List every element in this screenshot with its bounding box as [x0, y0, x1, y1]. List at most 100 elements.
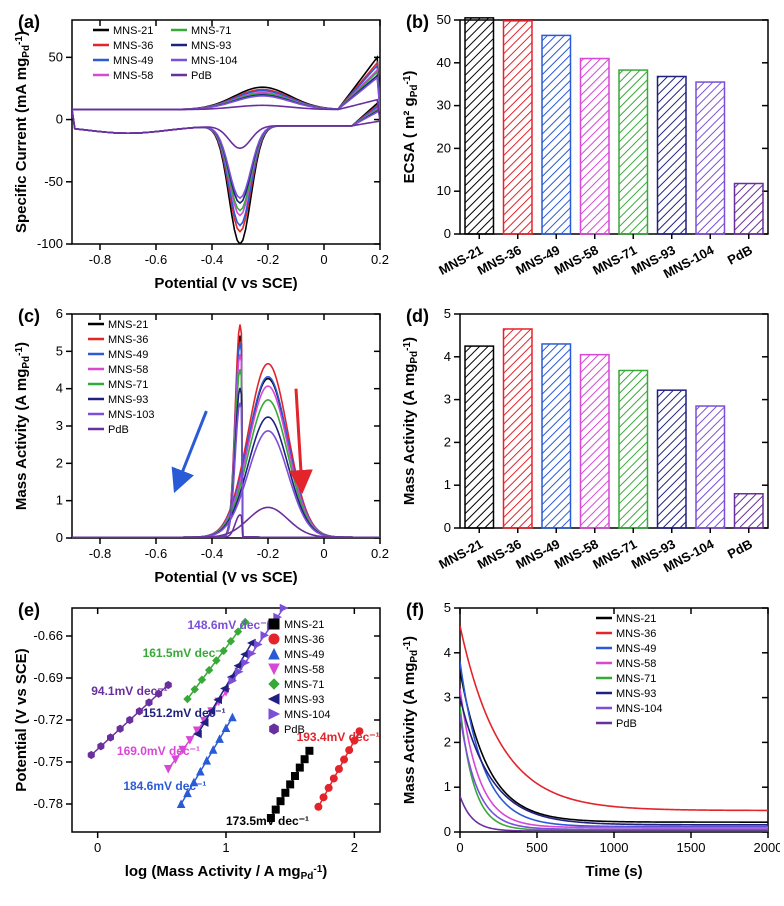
panel-c-label: (c): [18, 306, 40, 327]
svg-text:0: 0: [444, 824, 451, 839]
panel-a-svg: -0.8-0.6-0.4-0.200.2-100-50050Potential …: [8, 8, 392, 298]
svg-text:184.6mV dec⁻¹: 184.6mV dec⁻¹: [123, 779, 206, 793]
panel-c-svg: -0.8-0.6-0.4-0.200.20123456Potential (V …: [8, 302, 392, 592]
svg-text:0.2: 0.2: [371, 252, 389, 267]
svg-text:MNS-71: MNS-71: [616, 673, 656, 685]
svg-text:0: 0: [94, 840, 101, 855]
svg-text:-0.69: -0.69: [33, 670, 63, 685]
svg-text:MNS-21: MNS-21: [108, 319, 148, 331]
svg-text:-0.2: -0.2: [257, 252, 279, 267]
panel-d-svg: 012345Mass Activity (A mgPd-1)MNS-21MNS-…: [396, 302, 780, 592]
svg-text:-50: -50: [44, 174, 63, 189]
svg-text:-100: -100: [37, 236, 63, 251]
svg-text:1: 1: [222, 840, 229, 855]
svg-text:1: 1: [56, 493, 63, 508]
svg-text:Potential (V vs SCE): Potential (V vs SCE): [13, 648, 30, 791]
svg-text:MNS-58: MNS-58: [113, 70, 153, 82]
svg-text:MNS-71: MNS-71: [191, 25, 231, 37]
panel-d-label: (d): [406, 306, 429, 327]
panel-b-svg: 01020304050ECSA ( m² gPd-1)MNS-21MNS-36M…: [396, 8, 780, 298]
svg-text:5: 5: [444, 600, 451, 615]
svg-text:20: 20: [437, 140, 451, 155]
svg-text:5: 5: [444, 306, 451, 321]
panel-f: (f) 0500100015002000012345Time (s)Mass A…: [396, 596, 780, 886]
svg-text:MNS-93: MNS-93: [108, 394, 148, 406]
panel-a-label: (a): [18, 12, 40, 33]
svg-text:0: 0: [56, 530, 63, 545]
svg-text:MNS-21: MNS-21: [616, 613, 656, 625]
svg-text:MNS-104: MNS-104: [191, 55, 237, 67]
svg-text:0.2: 0.2: [371, 546, 389, 561]
svg-text:0: 0: [320, 546, 327, 561]
panel-e-svg: 012-0.78-0.75-0.72-0.69-0.66log (Mass Ac…: [8, 596, 392, 886]
svg-text:-0.4: -0.4: [201, 252, 223, 267]
svg-text:Mass Activity (A mgPd-1): Mass Activity (A mgPd-1): [401, 337, 420, 505]
svg-text:MNS-71: MNS-71: [284, 679, 324, 691]
svg-text:-0.66: -0.66: [33, 628, 63, 643]
svg-text:PdB: PdB: [284, 724, 305, 736]
svg-text:MNS-36: MNS-36: [113, 40, 153, 52]
svg-text:2: 2: [56, 455, 63, 470]
svg-text:1: 1: [444, 779, 451, 794]
svg-text:-0.75: -0.75: [33, 754, 63, 769]
svg-text:-0.72: -0.72: [33, 712, 63, 727]
svg-text:log (Mass Activity / A mgPd-1): log (Mass Activity / A mgPd-1): [125, 863, 328, 882]
svg-text:0: 0: [444, 520, 451, 535]
svg-text:1000: 1000: [600, 840, 629, 855]
svg-text:MNS-49: MNS-49: [108, 349, 148, 361]
svg-text:4: 4: [444, 349, 451, 364]
svg-text:PdB: PdB: [108, 424, 129, 436]
svg-text:MNS-71: MNS-71: [108, 379, 148, 391]
svg-text:Potential (V vs SCE): Potential (V vs SCE): [154, 569, 297, 586]
svg-text:30: 30: [437, 98, 451, 113]
svg-text:0: 0: [444, 226, 451, 241]
panel-e-label: (e): [18, 600, 40, 621]
svg-text:MNS-36: MNS-36: [616, 628, 656, 640]
svg-text:MNS-49: MNS-49: [616, 643, 656, 655]
svg-text:-0.2: -0.2: [257, 546, 279, 561]
svg-text:MNS-103: MNS-103: [108, 409, 154, 421]
svg-text:50: 50: [49, 49, 63, 64]
svg-text:-0.78: -0.78: [33, 796, 63, 811]
svg-text:-0.8: -0.8: [89, 546, 111, 561]
panel-c: (c) -0.8-0.6-0.4-0.200.20123456Potential…: [8, 302, 392, 592]
svg-text:0: 0: [320, 252, 327, 267]
svg-text:4: 4: [444, 645, 451, 660]
svg-text:2: 2: [444, 434, 451, 449]
svg-text:MNS-58: MNS-58: [108, 364, 148, 376]
svg-text:MNS-104: MNS-104: [616, 703, 662, 715]
svg-text:MNS-49: MNS-49: [284, 649, 324, 661]
svg-text:3: 3: [444, 690, 451, 705]
panel-a: (a) -0.8-0.6-0.4-0.200.2-100-50050Potent…: [8, 8, 392, 298]
panel-e: (e) 012-0.78-0.75-0.72-0.69-0.66log (Mas…: [8, 596, 392, 886]
svg-text:1500: 1500: [677, 840, 706, 855]
svg-text:-0.6: -0.6: [145, 252, 167, 267]
svg-text:ECSA ( m² gPd-1): ECSA ( m² gPd-1): [401, 71, 420, 184]
svg-text:3: 3: [444, 392, 451, 407]
svg-text:MNS-93: MNS-93: [616, 688, 656, 700]
panel-b-label: (b): [406, 12, 429, 33]
svg-text:MNS-21: MNS-21: [284, 619, 324, 631]
svg-text:MNS-58: MNS-58: [616, 658, 656, 670]
svg-text:MNS-93: MNS-93: [191, 40, 231, 52]
svg-text:Mass Activity (A mgPd-1): Mass Activity (A mgPd-1): [13, 342, 32, 510]
svg-text:PdB: PdB: [616, 718, 637, 730]
svg-text:94.1mV dec⁻¹: 94.1mV dec⁻¹: [91, 684, 167, 698]
panel-f-label: (f): [406, 600, 424, 621]
svg-text:161.5mV dec⁻¹: 161.5mV dec⁻¹: [143, 646, 226, 660]
svg-text:Mass Activity (A mgPd-1): Mass Activity (A mgPd-1): [401, 636, 420, 804]
svg-text:PdB: PdB: [725, 536, 755, 561]
svg-text:MNS-21: MNS-21: [113, 25, 153, 37]
svg-text:Specific Current (mA mgPd-1): Specific Current (mA mgPd-1): [13, 31, 32, 233]
svg-text:5: 5: [56, 343, 63, 358]
svg-text:169.0mV dec⁻¹: 169.0mV dec⁻¹: [117, 744, 200, 758]
svg-text:1: 1: [444, 477, 451, 492]
svg-text:50: 50: [437, 12, 451, 27]
svg-text:-0.6: -0.6: [145, 546, 167, 561]
svg-text:MNS-36: MNS-36: [108, 334, 148, 346]
svg-text:MNS-58: MNS-58: [284, 664, 324, 676]
svg-text:4: 4: [56, 381, 63, 396]
svg-text:-0.4: -0.4: [201, 546, 223, 561]
svg-text:2: 2: [444, 734, 451, 749]
svg-text:0: 0: [56, 112, 63, 127]
